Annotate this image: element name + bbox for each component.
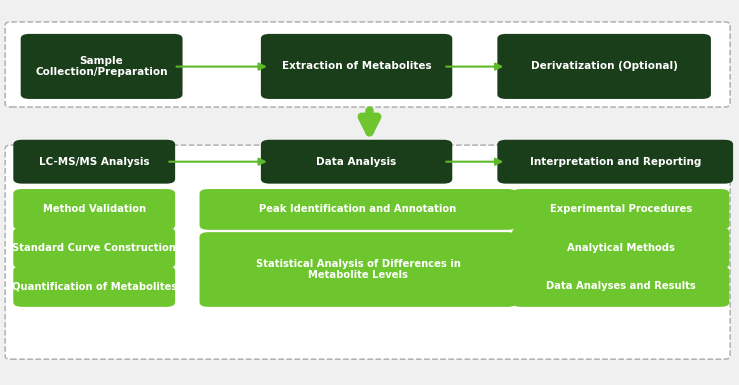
FancyBboxPatch shape — [261, 34, 452, 99]
FancyBboxPatch shape — [21, 34, 183, 99]
Text: Experimental Procedures: Experimental Procedures — [550, 204, 692, 214]
Text: Data Analysis: Data Analysis — [316, 157, 397, 167]
Text: Standard Curve Construction: Standard Curve Construction — [13, 243, 176, 253]
Text: Derivatization (Optional): Derivatization (Optional) — [531, 62, 678, 71]
FancyBboxPatch shape — [200, 189, 517, 230]
Text: Interpretation and Reporting: Interpretation and Reporting — [530, 157, 701, 167]
Text: LC-MS/MS Analysis: LC-MS/MS Analysis — [39, 157, 149, 167]
FancyBboxPatch shape — [5, 22, 730, 107]
Text: Extraction of Metabolites: Extraction of Metabolites — [282, 62, 432, 71]
Text: Method Validation: Method Validation — [43, 204, 146, 214]
Text: Data Analyses and Results: Data Analyses and Results — [546, 281, 695, 291]
Text: Peak Identification and Annotation: Peak Identification and Annotation — [259, 204, 457, 214]
Text: Sample
Collection/Preparation: Sample Collection/Preparation — [35, 55, 168, 77]
FancyBboxPatch shape — [5, 145, 730, 359]
FancyBboxPatch shape — [512, 189, 729, 230]
FancyBboxPatch shape — [497, 140, 733, 184]
FancyBboxPatch shape — [200, 232, 517, 307]
FancyBboxPatch shape — [13, 266, 175, 307]
Text: Statistical Analysis of Differences in
Metabolite Levels: Statistical Analysis of Differences in M… — [256, 259, 460, 280]
FancyBboxPatch shape — [261, 140, 452, 184]
Text: Analytical Methods: Analytical Methods — [567, 243, 675, 253]
FancyBboxPatch shape — [497, 34, 711, 99]
Text: Quantification of Metabolites: Quantification of Metabolites — [12, 281, 177, 291]
FancyBboxPatch shape — [512, 228, 729, 268]
FancyBboxPatch shape — [512, 266, 729, 307]
FancyBboxPatch shape — [13, 228, 175, 268]
FancyBboxPatch shape — [13, 189, 175, 230]
FancyBboxPatch shape — [13, 140, 175, 184]
